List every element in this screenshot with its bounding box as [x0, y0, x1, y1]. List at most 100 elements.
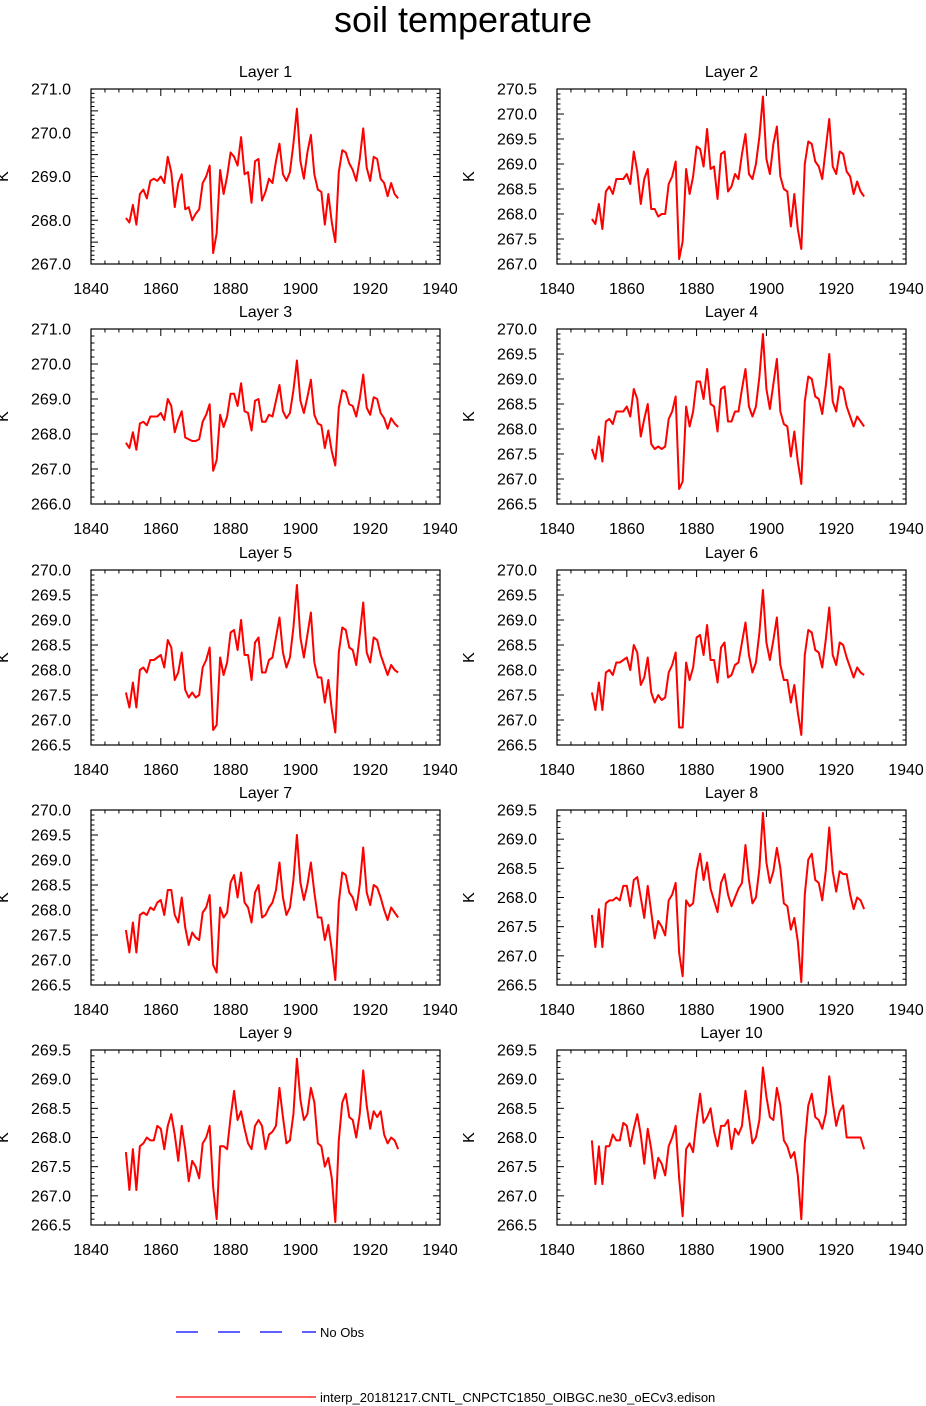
page-title: soil temperature: [333, 0, 593, 40]
y-tick-label: 269.5: [31, 588, 71, 605]
y-tick-label: 267.5: [497, 919, 537, 936]
y-tick-label: 267.0: [31, 1188, 71, 1205]
y-tick-label: 271.0: [31, 322, 71, 339]
x-tick-label: 1860: [143, 521, 179, 538]
y-tick-label: 269.5: [497, 132, 537, 149]
y-tick-label: 267.5: [497, 447, 537, 464]
y-tick-label: 269.0: [31, 392, 71, 409]
x-tick-label: 1900: [749, 1002, 785, 1019]
y-axis-label: K: [461, 652, 478, 663]
y-tick-label: 268.5: [497, 861, 537, 878]
y-tick-label: 269.0: [31, 853, 71, 870]
plot-frame: [90, 88, 441, 265]
x-tick-label: 1840: [73, 281, 109, 298]
y-tick-label: 267.0: [31, 713, 71, 730]
x-tick-label: 1840: [539, 762, 575, 779]
x-tick-label: 1860: [143, 762, 179, 779]
x-tick-label: 1940: [888, 762, 924, 779]
y-tick-label: 269.5: [497, 347, 537, 364]
y-tick-label: 267.5: [31, 688, 71, 705]
chart-panel-4: Layer 4 1840 1860 1880 1900 1920 1940 266.5 267.…: [461, 304, 924, 538]
y-tick-label: 266.5: [31, 978, 71, 995]
y-tick-label: 267.5: [31, 1159, 71, 1176]
y-tick-label: 269.0: [31, 169, 71, 186]
x-tick-label: 1940: [422, 762, 458, 779]
x-tick-label: 1860: [143, 281, 179, 298]
x-tick-label: 1920: [352, 1242, 388, 1259]
y-tick-label: 269.5: [31, 1043, 71, 1060]
y-tick-label: 269.0: [31, 1072, 71, 1089]
chart-title: Layer 4: [705, 304, 758, 321]
y-tick-label: 270.5: [497, 82, 537, 99]
series-line: [590, 333, 865, 490]
x-tick-label: 1880: [679, 1242, 715, 1259]
x-tick-label: 1840: [539, 521, 575, 538]
y-tick-label: 268.5: [31, 878, 71, 895]
plot-frame: [90, 1049, 441, 1226]
y-tick-label: 268.0: [31, 213, 71, 230]
x-tick-label: 1860: [143, 1002, 179, 1019]
y-tick-label: 267.0: [497, 472, 537, 489]
x-tick-label: 1840: [539, 281, 575, 298]
y-tick-label: 268.0: [31, 663, 71, 680]
x-tick-label: 1940: [888, 521, 924, 538]
x-tick-label: 1900: [283, 521, 319, 538]
chart-panel-9: Layer 9 1840 1860 1880 1900 1920 1940 266.5 267.…: [0, 1025, 458, 1259]
y-tick-label: 267.5: [497, 688, 537, 705]
series-line: [124, 1057, 400, 1224]
chart-title: Layer 9: [239, 1025, 292, 1042]
x-tick-label: 1860: [609, 281, 645, 298]
y-tick-label: 267.0: [497, 257, 537, 274]
x-tick-label: 1920: [352, 1002, 388, 1019]
x-tick-label: 1860: [143, 1242, 179, 1259]
x-tick-label: 1860: [609, 762, 645, 779]
y-tick-label: 268.5: [31, 1101, 71, 1118]
chart-title: Layer 6: [705, 545, 758, 562]
x-tick-label: 1840: [539, 1242, 575, 1259]
plot-frame: [556, 569, 907, 746]
chart-panel-7: Layer 7 1840 1860 1880 1900 1920 1940 266.5 267.…: [0, 785, 458, 1019]
y-tick-label: 269.0: [497, 372, 537, 389]
x-tick-label: 1880: [679, 1002, 715, 1019]
y-tick-label: 268.0: [497, 663, 537, 680]
chart-title: Layer 8: [705, 785, 758, 802]
x-tick-label: 1860: [609, 1002, 645, 1019]
x-tick-label: 1900: [283, 1242, 319, 1259]
y-axis-label: K: [461, 1132, 478, 1143]
x-tick-label: 1900: [749, 1242, 785, 1259]
y-axis-label: K: [0, 171, 12, 182]
plot-frame: [90, 569, 441, 746]
x-tick-label: 1840: [73, 1002, 109, 1019]
series-line: [591, 95, 865, 260]
x-tick-label: 1900: [749, 521, 785, 538]
y-axis-label: K: [461, 171, 478, 182]
x-tick-label: 1920: [352, 281, 388, 298]
y-tick-label: 266.5: [497, 497, 537, 514]
y-tick-label: 270.0: [31, 125, 71, 142]
y-tick-label: 268.0: [31, 903, 71, 920]
y-tick-label: 266.5: [31, 738, 71, 755]
series-line: [590, 811, 866, 984]
x-tick-label: 1880: [679, 762, 715, 779]
y-tick-label: 268.5: [497, 638, 537, 655]
y-axis-label: K: [461, 892, 478, 903]
x-tick-label: 1900: [283, 281, 319, 298]
x-tick-label: 1920: [352, 521, 388, 538]
x-tick-label: 1880: [679, 521, 715, 538]
y-tick-label: 268.0: [31, 1130, 71, 1147]
y-tick-label: 266.5: [497, 1218, 537, 1235]
chart-title: Layer 10: [700, 1025, 762, 1042]
x-tick-label: 1900: [283, 1002, 319, 1019]
y-tick-label: 267.0: [497, 713, 537, 730]
series-line: [125, 107, 399, 255]
y-tick-label: 267.0: [31, 462, 71, 479]
x-tick-label: 1940: [422, 1242, 458, 1259]
x-tick-label: 1880: [213, 762, 249, 779]
legend-model-label: interp_20181217.CNTL_CNPCTC1850_OIBGC.ne…: [320, 1390, 716, 1405]
y-tick-label: 267.0: [497, 948, 537, 965]
chart-panel-2: Layer 2 1840 1860 1880 1900 1920 1940 267.0 267.…: [461, 64, 924, 298]
y-tick-label: 266.5: [497, 738, 537, 755]
y-tick-label: 269.0: [497, 832, 537, 849]
x-tick-label: 1840: [73, 1242, 109, 1259]
